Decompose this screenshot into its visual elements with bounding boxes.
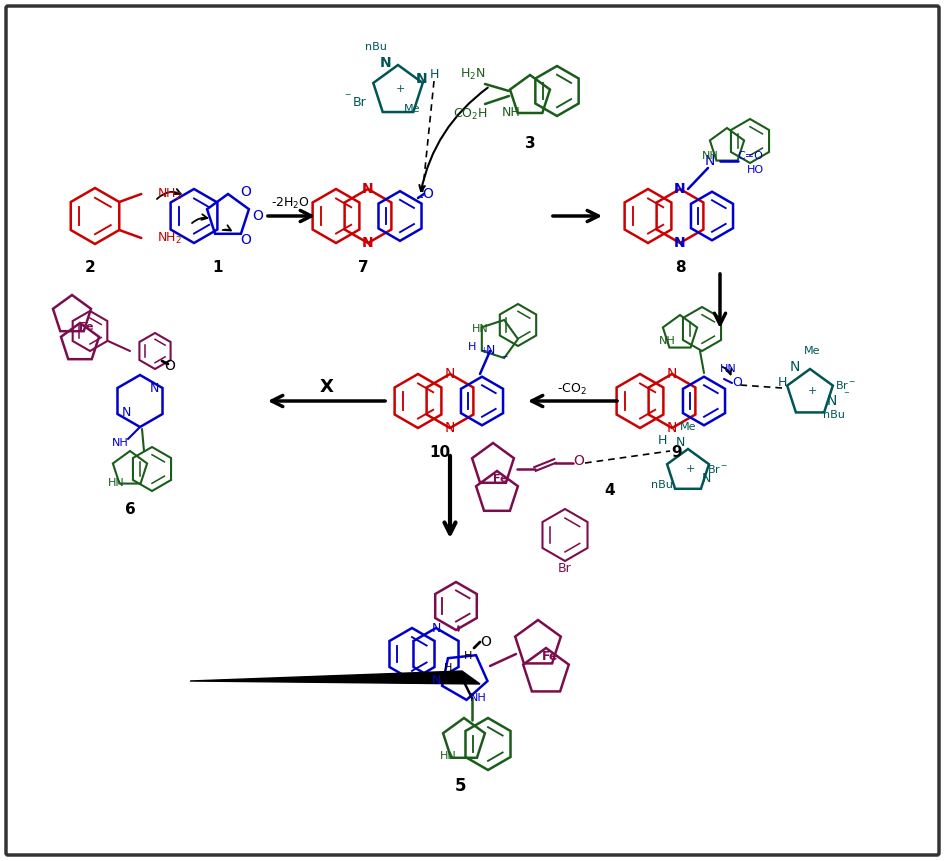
Text: O: O <box>164 359 176 373</box>
Text: +: + <box>806 386 816 396</box>
Text: nBu: nBu <box>364 42 386 52</box>
Text: NH: NH <box>469 693 486 703</box>
Text: O: O <box>732 376 741 389</box>
Text: NH: NH <box>501 106 520 119</box>
Text: N: N <box>826 394 836 408</box>
Text: N: N <box>700 473 710 486</box>
Text: 3: 3 <box>524 137 534 152</box>
Text: N: N <box>673 182 685 196</box>
Text: Me: Me <box>403 104 420 114</box>
Text: N: N <box>666 421 677 435</box>
Text: CO$_2$H: CO$_2$H <box>452 107 487 121</box>
Text: H: H <box>464 651 472 661</box>
Text: NH: NH <box>111 438 128 448</box>
Text: HN: HN <box>719 364 735 374</box>
Text: H: H <box>657 435 666 448</box>
Text: +: + <box>684 464 694 474</box>
Text: C=O: C=O <box>736 151 762 161</box>
Text: O: O <box>573 454 583 468</box>
Text: 2: 2 <box>85 261 95 276</box>
Text: N: N <box>362 236 374 250</box>
Text: NH: NH <box>700 151 717 161</box>
Text: N: N <box>704 154 715 168</box>
Text: Br: Br <box>558 562 571 575</box>
Text: N: N <box>789 360 800 374</box>
Text: N: N <box>149 382 159 395</box>
Text: X: X <box>320 378 333 396</box>
Text: 10: 10 <box>429 445 450 461</box>
Text: -2H$_2$O: -2H$_2$O <box>271 195 311 211</box>
Text: O: O <box>241 185 251 199</box>
Text: N: N <box>379 56 392 70</box>
Text: H$_2$N: H$_2$N <box>460 66 485 82</box>
Text: Me: Me <box>679 422 696 432</box>
Text: O: O <box>422 187 433 201</box>
Text: H: H <box>777 376 785 389</box>
Text: $^-$: $^-$ <box>499 354 509 364</box>
Text: $^+$: $^+$ <box>479 346 488 356</box>
Text: N: N <box>430 673 440 686</box>
Text: N: N <box>430 622 440 635</box>
Text: -CO$_2$: -CO$_2$ <box>557 381 586 397</box>
Text: HN: HN <box>108 478 125 488</box>
Text: Br$^-$: Br$^-$ <box>834 379 856 391</box>
Text: O: O <box>241 233 251 247</box>
Polygon shape <box>190 671 480 684</box>
Text: O: O <box>252 209 263 223</box>
Text: Br$^-$: Br$^-$ <box>706 463 728 475</box>
Text: H: H <box>429 69 438 82</box>
Text: Br: Br <box>353 96 366 109</box>
Text: N: N <box>485 344 494 357</box>
Text: 6: 6 <box>125 501 135 517</box>
Text: nBu: nBu <box>650 480 672 490</box>
Text: 5: 5 <box>454 777 465 795</box>
Text: HN: HN <box>439 751 456 761</box>
Text: $^-$: $^-$ <box>841 390 850 400</box>
Text: Me: Me <box>803 346 819 356</box>
Text: NH$_2$: NH$_2$ <box>157 231 182 245</box>
Text: N: N <box>415 72 428 86</box>
Text: N: N <box>445 367 455 381</box>
Text: NH: NH <box>658 336 675 346</box>
Text: H: H <box>467 342 476 352</box>
Text: Fe: Fe <box>78 322 93 332</box>
Text: 9: 9 <box>671 445 682 461</box>
Text: O: O <box>480 635 491 649</box>
FancyBboxPatch shape <box>6 6 938 855</box>
Text: Fe: Fe <box>492 474 507 484</box>
Text: $^-$: $^-$ <box>343 92 352 102</box>
Text: N: N <box>675 437 684 449</box>
Text: HN: HN <box>471 324 488 334</box>
Text: 8: 8 <box>674 261 684 276</box>
Text: 4: 4 <box>604 484 615 499</box>
Text: N: N <box>121 406 130 419</box>
Text: N: N <box>445 421 455 435</box>
Text: +: + <box>395 84 404 94</box>
Text: N: N <box>666 367 677 381</box>
Text: 1: 1 <box>212 261 223 276</box>
Text: H: H <box>444 663 452 673</box>
Text: HO: HO <box>746 165 763 175</box>
Text: N: N <box>362 182 374 196</box>
Text: N: N <box>673 236 685 250</box>
Text: 7: 7 <box>358 261 368 276</box>
Text: NH$_2$: NH$_2$ <box>157 187 182 201</box>
Text: Fe: Fe <box>541 649 558 662</box>
Text: nBu: nBu <box>822 410 844 420</box>
